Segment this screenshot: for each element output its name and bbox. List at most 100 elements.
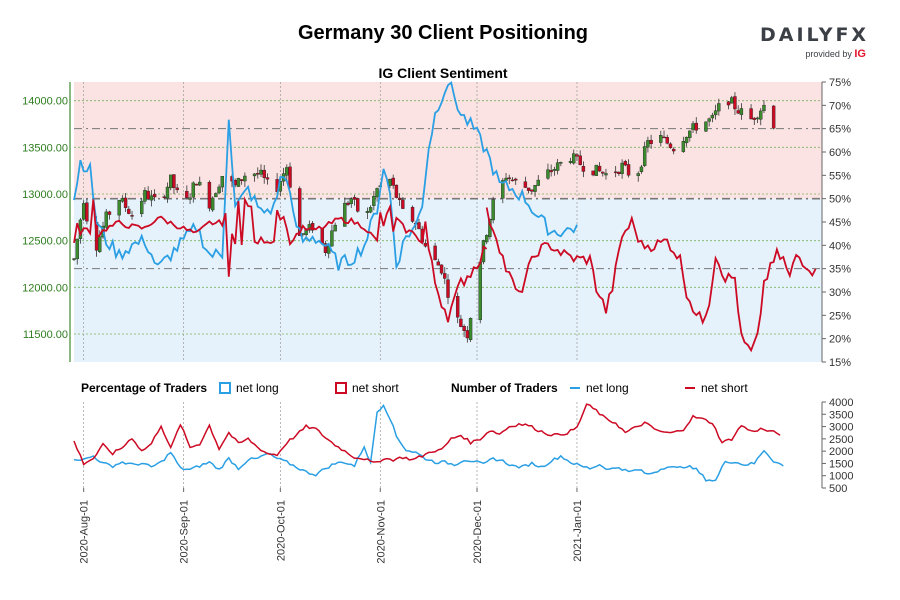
candle-body <box>726 101 731 106</box>
candle-body <box>733 96 737 110</box>
candle-body <box>710 114 715 119</box>
candle-body <box>214 193 218 198</box>
traders-net-short-line <box>73 403 781 466</box>
candle-body <box>523 181 528 188</box>
candle-body <box>468 317 473 341</box>
pct-tick-label: 20% <box>829 334 851 346</box>
candle-body <box>349 198 353 204</box>
traders-tick-label: 1500 <box>829 458 853 470</box>
candle-body <box>372 195 376 206</box>
candle-body <box>671 148 676 152</box>
candle-body <box>530 189 534 192</box>
price-tick-label: 14000.00 <box>22 96 68 108</box>
candle-body <box>707 118 711 122</box>
axes: 11500.00 12000.00 12500.00 13000.00 13500.00… <box>22 77 851 488</box>
candle-body <box>536 179 540 186</box>
ig-logo-mark: IG <box>854 48 866 60</box>
candle-body <box>736 110 740 114</box>
candle-body <box>665 137 669 144</box>
candle-body <box>146 190 150 200</box>
candle-body <box>613 171 618 174</box>
candle-body <box>252 173 257 177</box>
candle-body <box>98 236 102 252</box>
brand-subline: provided by IG <box>760 48 866 60</box>
candle-body <box>123 197 128 208</box>
traders-tick-label: 2000 <box>829 446 853 458</box>
candle-body <box>149 195 154 201</box>
candle-body <box>549 170 553 173</box>
candle-body <box>462 326 466 331</box>
candle-body <box>636 173 640 176</box>
candle-body <box>169 174 173 189</box>
date-tick-label: 2020-Aug-01 <box>79 500 91 564</box>
candle-body <box>346 202 350 205</box>
pct-tick-label: 35% <box>829 264 851 276</box>
net-short-zone <box>74 82 822 199</box>
pct-tick-label: 60% <box>829 147 851 159</box>
candle-body <box>594 164 599 176</box>
pct-net-short-line <box>485 207 817 353</box>
candle-body <box>559 162 563 164</box>
candle-body <box>198 181 202 186</box>
date-tick-label: 2020-Dec-01 <box>472 500 484 564</box>
candle-body <box>578 155 582 166</box>
candle-body <box>739 108 744 115</box>
candle-body <box>368 207 373 213</box>
candle-body <box>288 166 292 188</box>
pct-tick-label: 55% <box>829 170 851 182</box>
candle-body <box>642 146 647 166</box>
candle-body <box>75 238 79 260</box>
candle-body <box>459 318 463 327</box>
brand-sub-text: provided by <box>805 49 852 59</box>
candle-body <box>507 177 511 179</box>
candle-body <box>120 198 125 202</box>
candle-body <box>604 173 608 176</box>
pct-tick-label: 40% <box>829 240 851 252</box>
candle-body <box>443 273 447 279</box>
pct-net-short-line-early <box>73 196 488 323</box>
candle-body <box>501 180 505 199</box>
candle-body <box>749 108 753 120</box>
candle-body <box>433 245 437 261</box>
candle-body <box>552 169 557 171</box>
candle-body <box>455 296 460 318</box>
candle-body <box>730 97 734 104</box>
candle-body <box>762 104 766 111</box>
candle-body <box>436 261 441 266</box>
candle-body <box>597 165 602 172</box>
candle-body <box>410 206 415 222</box>
sub-title: IG Client Sentiment <box>378 65 507 81</box>
candle-body <box>207 181 212 209</box>
reference-lines <box>74 128 822 270</box>
candle-body <box>555 162 560 171</box>
legend-pct-long-label: net long <box>236 381 279 395</box>
candle-body <box>175 187 179 191</box>
candle-body <box>162 196 166 198</box>
price-tick-label: 13000.00 <box>22 189 68 201</box>
candle-body <box>439 264 444 274</box>
candle-body <box>601 171 605 174</box>
candle-body <box>401 199 405 209</box>
candle-body <box>143 190 147 202</box>
chart-title: Germany 30 Client Positioning <box>297 22 589 44</box>
candle-body <box>152 193 157 198</box>
candle-body <box>533 185 537 192</box>
legend-pct-short-swatch <box>335 382 347 394</box>
candle-body <box>713 110 718 116</box>
candle-body <box>320 228 324 244</box>
candle-body <box>755 117 760 120</box>
candle-body <box>165 186 170 199</box>
candle-body <box>691 123 695 130</box>
dailyfx-logo: DAILYFX provided by IG <box>760 24 866 60</box>
candle-body <box>662 136 666 139</box>
price-tick-label: 13500.00 <box>22 142 68 154</box>
candle-body <box>127 208 131 214</box>
candle-body <box>568 161 573 163</box>
legend: Percentage of Traders net long net short… <box>81 381 748 395</box>
candle-body <box>391 177 395 186</box>
candle-body <box>130 215 134 217</box>
candle-body <box>172 174 176 188</box>
candle-body <box>694 122 698 131</box>
pct-tick-label: 45% <box>829 217 851 229</box>
candle-body <box>259 169 263 175</box>
